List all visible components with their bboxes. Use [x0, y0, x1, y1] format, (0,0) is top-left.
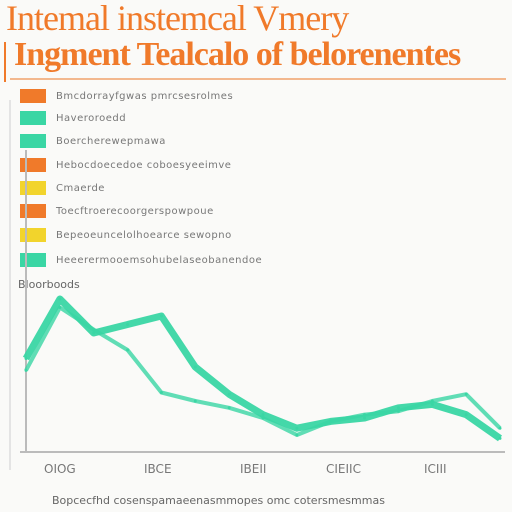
legend-item: Bmcdorrayfgwas pmrcsesrolmes	[0, 88, 233, 104]
legend-label: Haveroroedd	[56, 112, 127, 124]
legend-label: Cmaerde	[56, 182, 105, 194]
data-point	[227, 392, 231, 396]
legend-label: Heeerermooemsohubelaseobanendoe	[56, 254, 263, 266]
title-divider	[10, 78, 506, 80]
legend-swatch	[20, 134, 46, 148]
data-point	[295, 433, 299, 437]
chart-footer: Bopcecfhd cosenspamaeenasmmopes omc cote…	[52, 494, 385, 507]
data-point	[261, 416, 265, 420]
legend-label: Boercherewepmawa	[56, 135, 166, 147]
data-point	[159, 314, 163, 318]
data-point	[227, 406, 231, 410]
data-point	[464, 413, 468, 417]
legend-item: Boercherewepmawa	[0, 133, 166, 149]
x-tick-label: IBEII	[240, 462, 267, 476]
legend-label: Hebocdoecedoe coboesyeeimve	[56, 159, 232, 171]
x-tick-label: OIOG	[44, 462, 76, 476]
data-point	[24, 357, 28, 360]
legend-swatch	[20, 111, 46, 125]
data-point	[126, 348, 130, 352]
x-tick-label: CIEIIC	[326, 462, 361, 476]
data-point	[464, 392, 468, 396]
legend-label: Bmcdorrayfgwas pmrcsesrolmes	[56, 90, 234, 102]
legend-item: Haveroroedd	[0, 110, 126, 126]
data-point	[58, 297, 62, 301]
data-point	[126, 323, 130, 326]
data-point	[295, 426, 299, 430]
data-point	[193, 399, 197, 403]
legend-label: Bepeoeuncelolhoearce sewopno	[56, 229, 232, 241]
legend-label: Toecftroerecoorgerspowpoue	[56, 205, 214, 217]
data-point	[396, 409, 400, 413]
data-point	[396, 406, 400, 410]
series-label: Bloorboods	[18, 278, 80, 291]
data-point	[159, 391, 163, 394]
data-point	[498, 436, 502, 440]
data-point	[363, 416, 367, 420]
data-point	[430, 399, 434, 403]
chart-title-line1: Intemal instemcal Vmery	[6, 0, 349, 38]
data-point	[58, 306, 62, 309]
title-bracket	[4, 42, 6, 82]
data-point	[363, 413, 367, 417]
data-point	[92, 328, 96, 332]
data-point	[24, 368, 28, 372]
data-point	[498, 426, 502, 430]
x-tick-label: ICIII	[424, 462, 447, 476]
chart-title-line2: Ingment Tealcalo of belorenentes	[14, 36, 461, 73]
data-point	[329, 419, 333, 423]
data-point	[261, 413, 265, 417]
x-tick-label: IBCE	[144, 462, 172, 476]
data-point	[430, 402, 434, 406]
legend-swatch	[20, 89, 46, 103]
data-point	[193, 365, 197, 369]
